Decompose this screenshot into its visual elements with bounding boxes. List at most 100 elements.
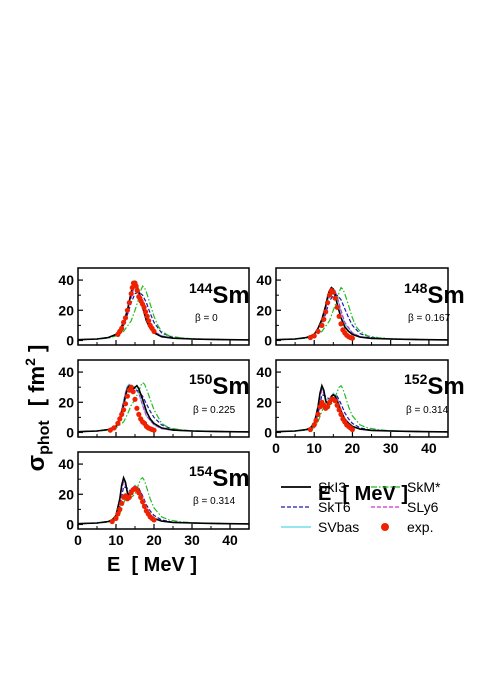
y-axis-label: σphot [ fm2 ] xyxy=(22,345,53,472)
panel-sm148: 0 20 40 148Sm β = 0.167 xyxy=(256,267,465,348)
exp-point xyxy=(338,321,344,327)
exp-point xyxy=(121,319,127,325)
y-tick-label: 0 xyxy=(66,516,74,532)
nucleus-label: 150Sm xyxy=(189,371,250,400)
legend-label: SkT6 xyxy=(318,499,351,515)
legend-label: SkM* xyxy=(407,479,441,495)
exp-point xyxy=(311,333,317,339)
legend-label: SLy6 xyxy=(407,499,439,515)
legend-label: SVbas xyxy=(318,519,359,535)
exp-point xyxy=(136,411,142,417)
nucleus-label: 152Sm xyxy=(404,371,465,400)
plot-area xyxy=(78,381,249,433)
exp-point xyxy=(107,427,113,433)
exp-point xyxy=(332,398,338,404)
exp-point xyxy=(138,494,144,500)
exp-point xyxy=(141,503,148,509)
legend-swatch xyxy=(381,523,389,531)
exp-point xyxy=(126,300,132,306)
y-tick-label: 0 xyxy=(264,424,272,440)
exp-point xyxy=(124,307,130,313)
exp-point xyxy=(132,396,138,402)
exp-point xyxy=(146,318,152,324)
x-tick-label: 30 xyxy=(184,532,200,548)
exp-point xyxy=(151,328,157,334)
exp-point xyxy=(119,411,125,417)
series-exp xyxy=(109,485,157,525)
exp-point xyxy=(319,322,325,328)
exp-point xyxy=(133,283,139,289)
x-tick-label: 40 xyxy=(222,532,238,548)
exp-point xyxy=(330,289,336,295)
exp-point xyxy=(336,407,342,413)
y-tick-label: 40 xyxy=(58,456,74,472)
exp-point xyxy=(338,411,344,417)
exp-point xyxy=(325,300,331,306)
series-exp xyxy=(307,288,355,341)
x-axis-label-bottom: E [ MeV ] xyxy=(107,554,197,576)
y-tick-label: 20 xyxy=(256,302,272,318)
element-symbol: Sm xyxy=(427,373,464,400)
legend-item-skt6: SkT6 xyxy=(281,499,351,515)
y-tick-label: 20 xyxy=(58,302,74,318)
exp-point xyxy=(313,417,319,423)
panel-sm154: 0 20 40 0 10 20 30 40 154Sm β = 0.314 xyxy=(58,451,250,548)
exp-point xyxy=(321,316,327,322)
y-tick-label: 20 xyxy=(58,394,74,410)
exp-point xyxy=(119,500,125,506)
legend-item-skm-star: SkM* xyxy=(371,479,441,495)
series-exp xyxy=(307,396,355,433)
exp-point xyxy=(113,515,119,522)
exp-point xyxy=(121,407,127,413)
x-tick-label: 0 xyxy=(272,440,280,456)
exp-point xyxy=(117,506,123,512)
x-axis-label-right: E [ MeV ] xyxy=(318,483,408,505)
beta-label: β = 0.314 xyxy=(193,496,236,507)
nucleus-label: 154Sm xyxy=(189,463,250,492)
exp-point xyxy=(115,420,121,426)
y-tick-label: 0 xyxy=(66,332,74,348)
legend-label: SkI3 xyxy=(318,479,346,495)
panel-sm150: 0 20 40 150Sm β = 0.225 xyxy=(58,359,250,440)
plot-frame xyxy=(77,359,250,438)
legend: SkI3 SkM* SkT6 SLy6 SVbas exp. xyxy=(281,479,441,535)
legend-item-exp: exp. xyxy=(381,519,433,535)
exp-point xyxy=(136,490,142,496)
exp-point xyxy=(124,393,130,399)
y-axis-label-bracket-close: ] xyxy=(24,345,49,358)
exp-point xyxy=(128,291,134,297)
series-exp xyxy=(107,384,157,433)
mass-number: 150 xyxy=(189,371,213,387)
y-tick-label: 20 xyxy=(58,486,74,502)
exp-point xyxy=(111,425,117,431)
beta-label: β = 0.314 xyxy=(406,405,449,416)
element-symbol: Sm xyxy=(212,282,249,309)
exp-point xyxy=(315,328,321,334)
exp-point xyxy=(325,404,331,410)
y-tick-label: 40 xyxy=(58,272,74,288)
exp-point xyxy=(122,401,129,407)
plot-area xyxy=(276,286,448,341)
exp-point xyxy=(117,416,123,422)
element-symbol: Sm xyxy=(212,373,249,400)
legend-item-sly6: SLy6 xyxy=(371,499,439,515)
nucleus-label: 144Sm xyxy=(189,280,250,309)
exp-point xyxy=(332,295,338,301)
beta-label: β = 0 xyxy=(195,313,218,324)
exp-point xyxy=(115,511,121,517)
nucleus-label: 148Sm xyxy=(404,280,465,309)
plot-area xyxy=(78,280,249,341)
exp-point xyxy=(130,389,136,395)
legend-item-svbas: SVbas xyxy=(281,519,359,535)
mass-number: 144 xyxy=(189,280,213,296)
mass-number: 154 xyxy=(189,463,213,479)
beta-label: β = 0.167 xyxy=(408,313,451,324)
y-axis-label-sub: phot xyxy=(36,420,53,455)
exp-point xyxy=(109,518,115,525)
plot-frame xyxy=(77,451,250,530)
exp-point xyxy=(336,313,342,319)
mass-number: 152 xyxy=(404,371,428,387)
y-tick-label: 20 xyxy=(256,394,272,410)
x-tick-label: 40 xyxy=(421,440,437,456)
